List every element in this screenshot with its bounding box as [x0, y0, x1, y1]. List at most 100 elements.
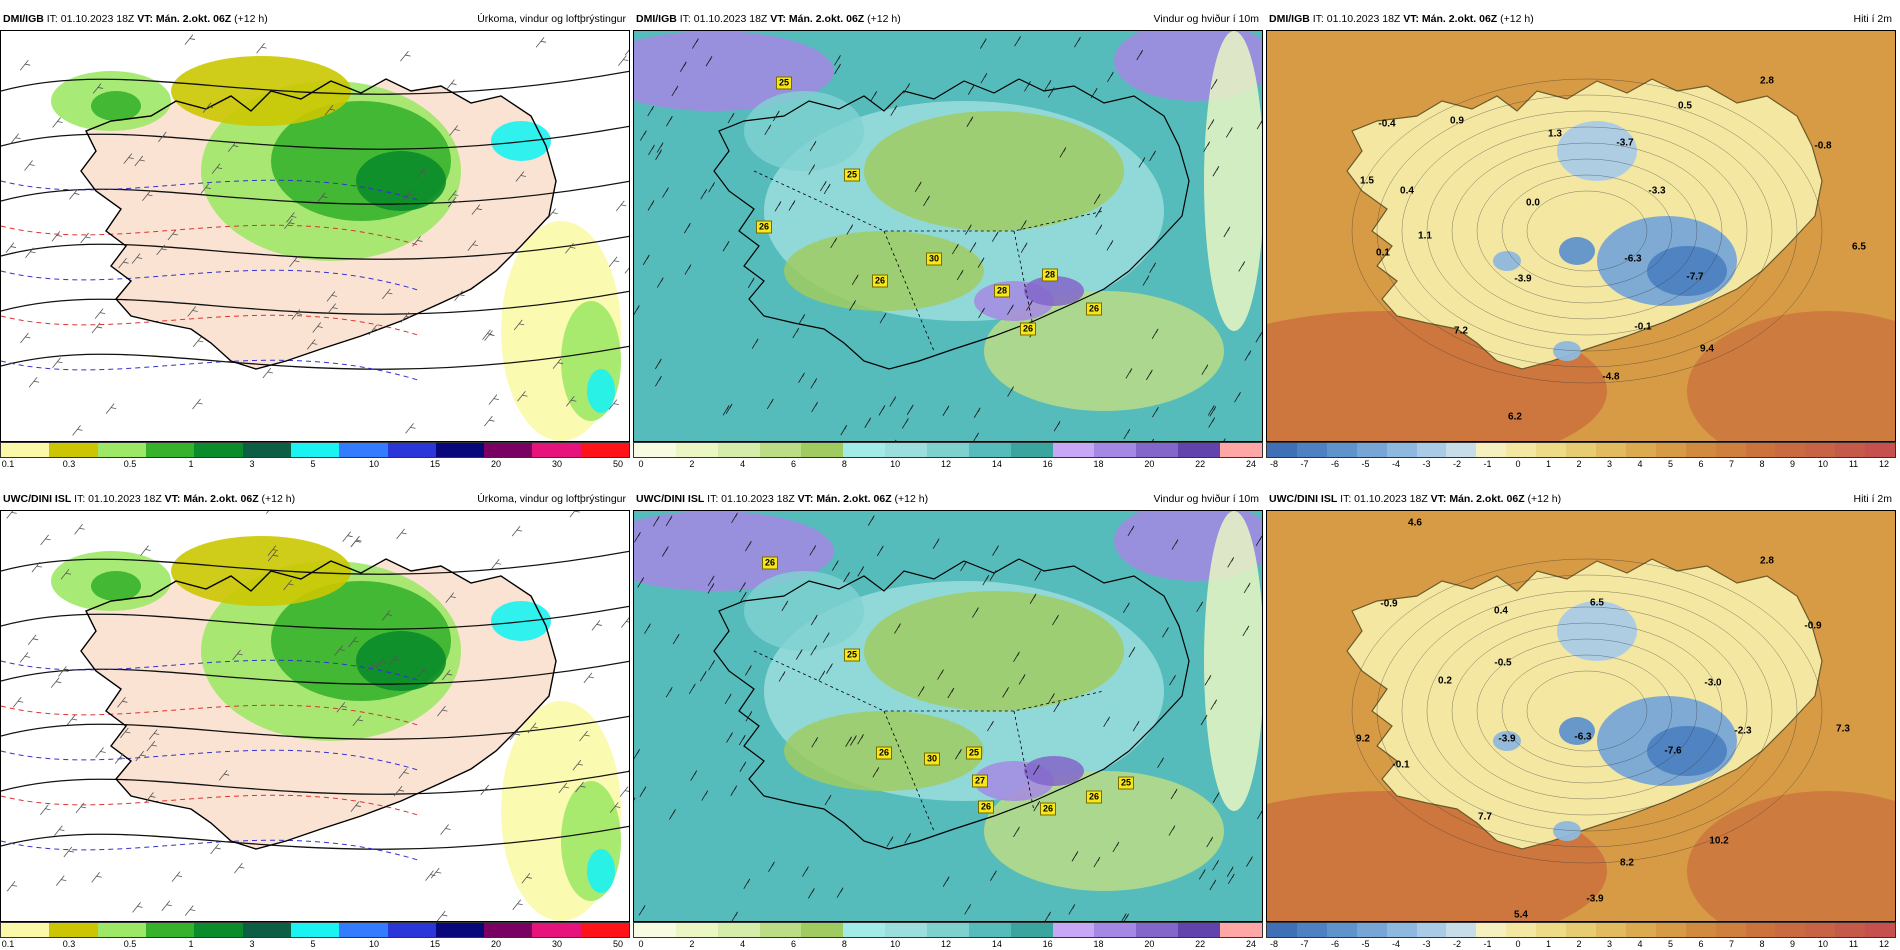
- gust-value-label: 25: [843, 168, 861, 182]
- legend-swatch: [1476, 923, 1507, 937]
- model-source: UWC/DINI ISL: [1269, 493, 1338, 505]
- temperature-value-label: 8.2: [1620, 857, 1634, 869]
- legend-tick-label: 24: [1245, 459, 1257, 469]
- legend-tick-label: 12: [940, 939, 952, 949]
- legend-swatch: [1416, 923, 1447, 937]
- valid-time: VT: Mán. 2.okt. 06Z: [797, 493, 892, 505]
- legend-swatch: [843, 923, 886, 937]
- map-image: 4.6 2.8 -0.9 0.4 6.5 -0.9 0.2 -0.5 -3.0 9.2 -3.9 -6…: [1266, 510, 1896, 922]
- temperature-value-label: 0.1: [1376, 247, 1390, 259]
- legend-swatch: [1506, 443, 1537, 457]
- color-legend: 0 2 4 6 8 10 12 14 16 18 20 22 24: [633, 442, 1263, 470]
- legend-swatch: [242, 443, 291, 457]
- legend-tick-label: 14: [991, 459, 1002, 469]
- legend-swatch: [1356, 923, 1387, 937]
- temperature-value-label: 0.0: [1526, 197, 1540, 209]
- legend-tick-label: -5: [1361, 939, 1370, 949]
- legend-tick-label: -2: [1452, 459, 1462, 469]
- legend-swatch: [675, 923, 718, 937]
- gust-value-label: 26: [755, 220, 773, 234]
- legend-swatch: [1506, 923, 1537, 937]
- legend-tick-label: 5: [310, 939, 316, 949]
- legend-swatch: [1220, 443, 1262, 457]
- legend-tick-label: -2: [1452, 939, 1462, 949]
- legend-swatch: [387, 923, 436, 937]
- legend-swatch: [49, 443, 98, 457]
- legend-tick-label: 20: [490, 939, 502, 949]
- legend-swatch: [1625, 443, 1656, 457]
- legend-tick-label: 11: [1848, 939, 1859, 949]
- lead-time: (+12 h): [234, 13, 268, 25]
- gust-value-label: 27: [971, 774, 989, 788]
- legend-tick-label: 3: [1606, 459, 1613, 469]
- legend-swatch: [435, 443, 485, 457]
- legend-swatch: [1566, 443, 1596, 457]
- legend-tick-label: -6: [1330, 939, 1340, 949]
- legend-swatch: [1745, 443, 1776, 457]
- legend-swatch: [885, 923, 928, 937]
- legend-tick-label: 0: [638, 459, 644, 469]
- temperature-value-label: 9.4: [1700, 343, 1714, 355]
- legend-tick-label: 0: [1515, 939, 1521, 949]
- legend-tick-label: 10: [368, 459, 380, 469]
- legend-tick-label: 10: [1817, 939, 1829, 949]
- legend-tick-label: 5: [310, 459, 316, 469]
- legend-tick-label: 4: [740, 939, 746, 949]
- legend-tick-label: 10: [368, 939, 380, 949]
- panel-title: Vindur og hviður í 10m: [1153, 493, 1259, 505]
- legend-swatch: [759, 443, 802, 457]
- legend-tick-label: 50: [612, 459, 624, 469]
- gust-value-label: 28: [1041, 268, 1059, 282]
- legend-tick-label: 2: [1576, 939, 1582, 949]
- temperature-value-label: -4.8: [1602, 371, 1620, 383]
- legend-swatch: [717, 443, 760, 457]
- model-source: UWC/DINI ISL: [636, 493, 705, 505]
- legend-tick-label: 1: [188, 939, 194, 949]
- valid-time: VT: Mán. 2.okt. 06Z: [164, 493, 259, 505]
- legend-tick-label: -3: [1422, 939, 1431, 949]
- legend-tick-label: 3: [249, 459, 255, 469]
- legend-swatch: [1476, 443, 1507, 457]
- gust-value-label: 26: [1039, 802, 1057, 816]
- model-source: DMI/IGB: [1269, 13, 1310, 25]
- legend-tick-label: 0.5: [123, 939, 137, 949]
- legend-color-bar: [633, 442, 1263, 458]
- legend-labels: 0 2 4 6 8 10 12 14 16 18 20 22 24: [633, 938, 1263, 950]
- legend-tick-label: 9: [1789, 939, 1796, 949]
- panel-uwc-temp: UWC/DINI ISL IT: 01.10.2023 18Z VT: Mán.…: [1266, 490, 1896, 950]
- legend-swatch: [968, 443, 1011, 457]
- legend-tick-label: 15: [429, 459, 441, 469]
- legend-swatch: [1326, 443, 1357, 457]
- legend-swatch: [1094, 923, 1137, 937]
- legend-tick-label: 0.5: [123, 459, 137, 469]
- legend-swatch: [1416, 443, 1447, 457]
- legend-tick-label: 10: [890, 459, 901, 469]
- legend-swatch: [1655, 923, 1686, 937]
- legend-swatch: [1010, 923, 1053, 937]
- temperature-value-label: -0.1: [1392, 759, 1410, 771]
- legend-swatch: [49, 923, 98, 937]
- gust-value-label: 26: [977, 800, 995, 814]
- legend-swatch: [634, 443, 676, 457]
- legend-tick-label: 12: [1878, 459, 1890, 469]
- legend-tick-label: 5: [1667, 459, 1674, 469]
- legend-tick-label: 7: [1728, 459, 1735, 469]
- legend-swatch: [290, 923, 340, 937]
- legend-labels: 0.1 0.3 0.5 1 3 5 10 15 20 30 50: [0, 458, 630, 470]
- temperature-value-label: 10.2: [1709, 835, 1729, 847]
- legend-swatch: [484, 443, 533, 457]
- gust-value-label: 25: [1117, 776, 1135, 790]
- temperature-value-label: -7.6: [1664, 745, 1682, 757]
- temperature-value-label: 6.5: [1590, 597, 1604, 609]
- legend-labels: -8 -7 -6 -5 -4 -3 -2 -1 0 1 2 3 4 5 6 7 8 9 10 11 12: [1266, 938, 1896, 950]
- legend-tick-label: 10: [1817, 459, 1829, 469]
- valid-time: VT: Mán. 2.okt. 06Z: [1403, 13, 1498, 25]
- valid-time: VT: Mán. 2.okt. 06Z: [770, 13, 865, 25]
- legend-tick-label: -8: [1269, 459, 1279, 469]
- legend-tick-label: 8: [841, 939, 847, 949]
- panel-dmi-temp: DMI/IGB IT: 01.10.2023 18Z VT: Mán. 2.ok…: [1266, 10, 1896, 470]
- legend-tick-label: 14: [991, 939, 1002, 949]
- gust-value-label: 26: [761, 556, 779, 570]
- legend-swatch: [1386, 923, 1417, 937]
- legend-tick-label: 15: [429, 939, 441, 949]
